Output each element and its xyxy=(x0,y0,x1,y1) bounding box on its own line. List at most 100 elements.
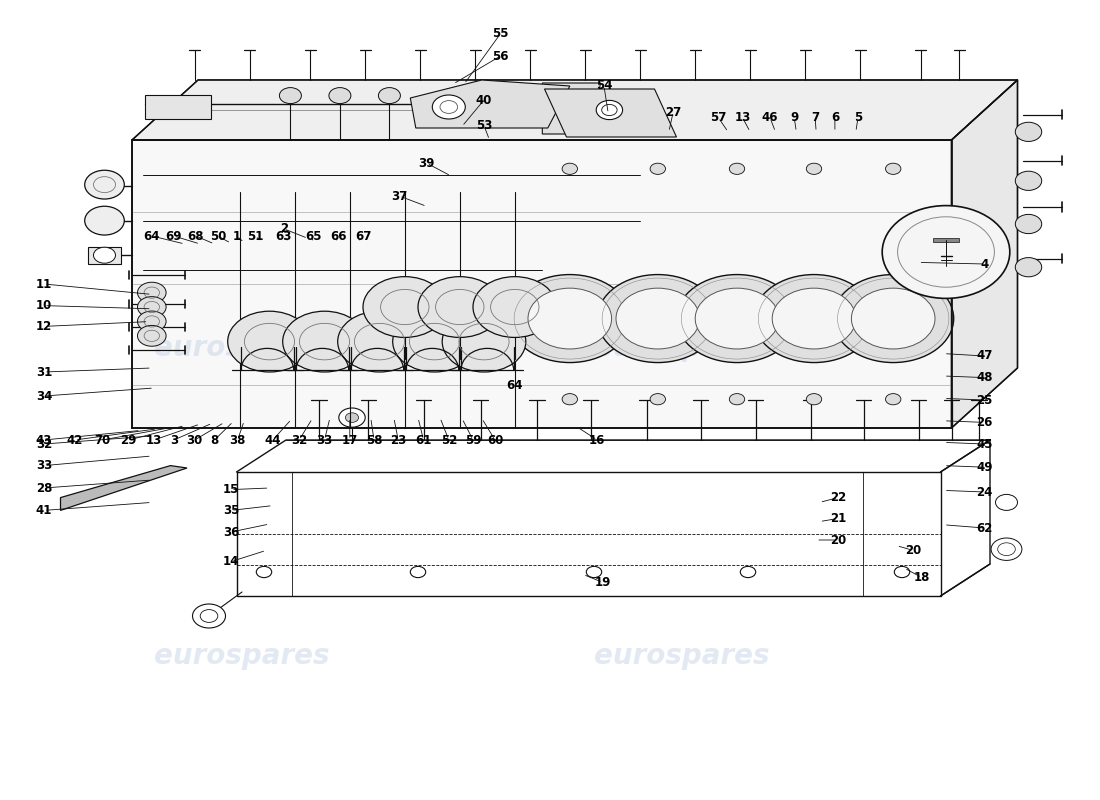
Text: 16: 16 xyxy=(590,434,605,446)
Circle shape xyxy=(729,394,745,405)
Text: 8: 8 xyxy=(210,434,219,446)
Circle shape xyxy=(345,413,359,422)
Text: 22: 22 xyxy=(830,491,846,504)
Text: 33: 33 xyxy=(36,459,52,472)
Circle shape xyxy=(228,311,311,372)
Text: 32: 32 xyxy=(292,434,307,446)
Text: 24: 24 xyxy=(977,486,992,498)
Polygon shape xyxy=(542,83,601,134)
Circle shape xyxy=(442,311,526,372)
Text: 2: 2 xyxy=(279,222,288,235)
Circle shape xyxy=(597,274,718,362)
Circle shape xyxy=(695,288,779,349)
Circle shape xyxy=(806,394,822,405)
Text: 58: 58 xyxy=(365,434,383,446)
Polygon shape xyxy=(60,466,187,510)
Text: 62: 62 xyxy=(977,522,992,534)
Text: 53: 53 xyxy=(476,119,492,132)
Circle shape xyxy=(85,206,124,235)
Text: 32: 32 xyxy=(36,438,52,450)
Circle shape xyxy=(432,95,465,119)
Text: 20: 20 xyxy=(830,534,846,546)
Circle shape xyxy=(562,163,578,174)
Circle shape xyxy=(806,163,822,174)
Text: eurospares: eurospares xyxy=(154,334,330,362)
Text: 52: 52 xyxy=(441,434,456,446)
Circle shape xyxy=(886,163,901,174)
Circle shape xyxy=(886,394,901,405)
Text: 47: 47 xyxy=(977,350,992,362)
Text: 67: 67 xyxy=(355,230,371,242)
Text: 23: 23 xyxy=(390,434,406,446)
Text: 10: 10 xyxy=(36,299,52,312)
Text: 27: 27 xyxy=(666,106,681,118)
Text: 64: 64 xyxy=(143,230,161,242)
Polygon shape xyxy=(145,95,211,119)
Circle shape xyxy=(650,394,666,405)
Text: 13: 13 xyxy=(735,111,750,124)
Circle shape xyxy=(996,494,1018,510)
Circle shape xyxy=(138,326,166,346)
Circle shape xyxy=(338,311,421,372)
Text: 9: 9 xyxy=(790,111,799,124)
Text: 38: 38 xyxy=(230,434,245,446)
Circle shape xyxy=(473,277,557,338)
Text: 11: 11 xyxy=(36,278,52,290)
Circle shape xyxy=(650,163,666,174)
Text: 66: 66 xyxy=(330,230,348,242)
Text: 64: 64 xyxy=(507,379,524,392)
Text: 54: 54 xyxy=(596,79,613,92)
Text: 4: 4 xyxy=(980,258,989,270)
Circle shape xyxy=(138,297,166,318)
Text: 34: 34 xyxy=(36,390,52,402)
Circle shape xyxy=(1015,258,1042,277)
Text: 1: 1 xyxy=(232,230,241,242)
Circle shape xyxy=(192,604,226,628)
Text: 40: 40 xyxy=(476,94,492,106)
Text: 44: 44 xyxy=(265,434,282,446)
Text: 56: 56 xyxy=(493,50,508,62)
Text: 25: 25 xyxy=(977,394,992,406)
Text: 21: 21 xyxy=(830,512,846,525)
Text: eurospares: eurospares xyxy=(594,334,770,362)
Text: 48: 48 xyxy=(977,371,992,384)
Text: 6: 6 xyxy=(830,111,839,124)
Circle shape xyxy=(509,274,630,362)
Text: 5: 5 xyxy=(854,111,862,124)
Circle shape xyxy=(363,277,447,338)
Circle shape xyxy=(596,100,623,119)
Polygon shape xyxy=(88,246,121,264)
Circle shape xyxy=(279,87,301,104)
Text: 31: 31 xyxy=(36,366,52,378)
Circle shape xyxy=(729,163,745,174)
Text: 35: 35 xyxy=(223,504,239,517)
Circle shape xyxy=(528,288,612,349)
Text: 12: 12 xyxy=(36,320,52,333)
Circle shape xyxy=(882,206,1010,298)
Polygon shape xyxy=(933,238,959,242)
Text: eurospares: eurospares xyxy=(594,642,770,670)
Text: 50: 50 xyxy=(210,230,225,242)
Circle shape xyxy=(85,170,124,199)
Text: eurospares: eurospares xyxy=(154,642,330,670)
Text: 46: 46 xyxy=(761,111,779,124)
Circle shape xyxy=(138,311,166,332)
Circle shape xyxy=(754,274,875,362)
Text: 15: 15 xyxy=(223,483,239,496)
Circle shape xyxy=(616,288,700,349)
Text: 61: 61 xyxy=(416,434,431,446)
Polygon shape xyxy=(544,89,676,137)
Text: 3: 3 xyxy=(169,434,178,446)
Polygon shape xyxy=(132,80,1018,140)
Text: 13: 13 xyxy=(146,434,162,446)
Text: 26: 26 xyxy=(977,416,992,429)
Circle shape xyxy=(378,87,400,104)
Polygon shape xyxy=(410,80,570,128)
Text: 7: 7 xyxy=(811,111,819,124)
Text: 39: 39 xyxy=(419,157,435,170)
Text: 17: 17 xyxy=(342,434,358,446)
Circle shape xyxy=(562,394,578,405)
Text: 65: 65 xyxy=(306,230,321,242)
Text: 45: 45 xyxy=(977,438,992,450)
Circle shape xyxy=(991,538,1022,560)
